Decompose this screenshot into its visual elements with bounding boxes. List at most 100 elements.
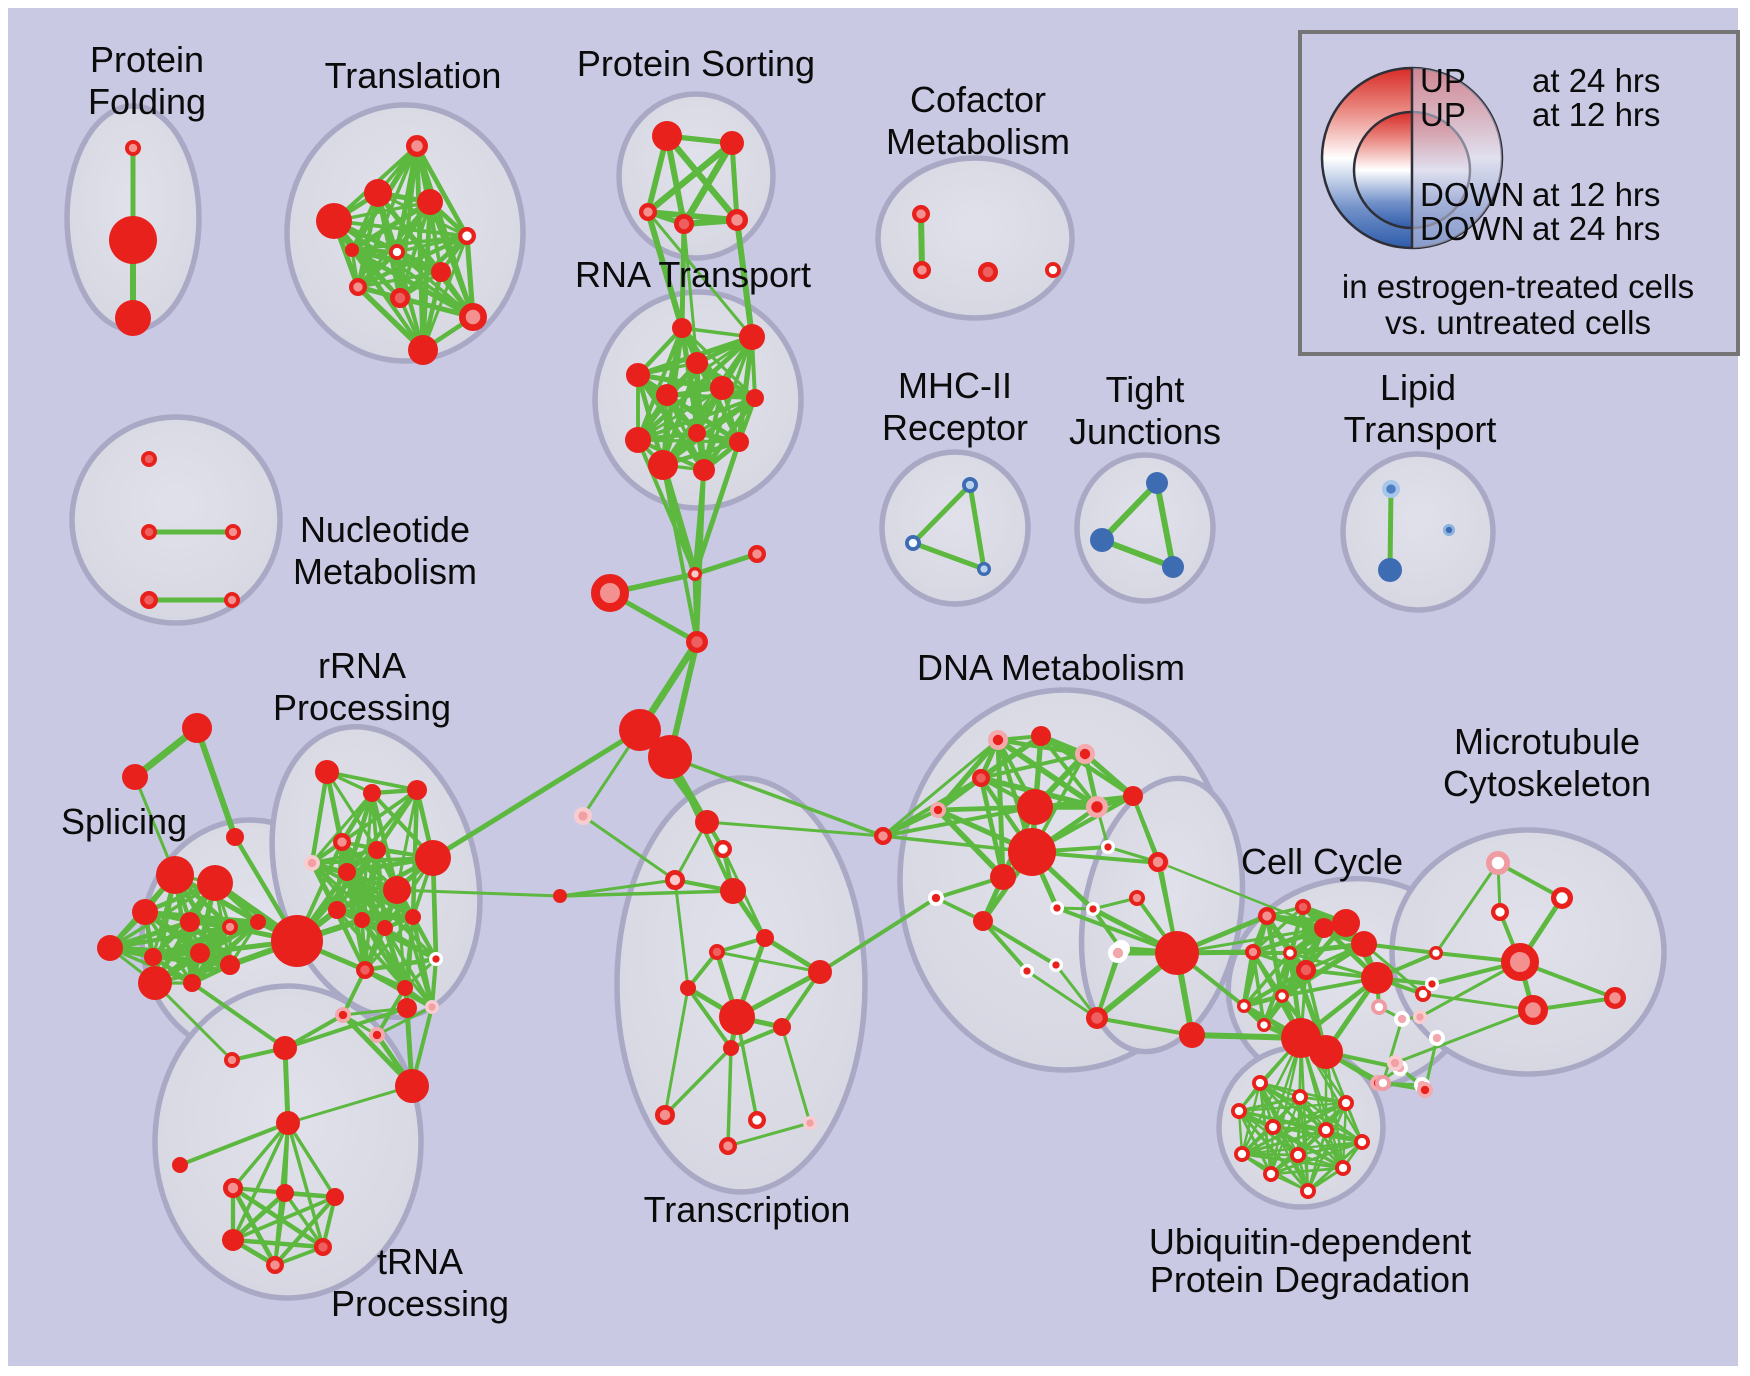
node-sp7 (190, 943, 210, 963)
edge-tr4-tr2 (283, 1006, 409, 1050)
legend-caption-1: vs. untreated cells (1385, 304, 1651, 341)
node-c3 (686, 631, 709, 654)
mesh-edge-trna-core (230, 1185, 278, 1268)
edge-tj0-tj2 (1154, 480, 1176, 570)
node-tr0 (335, 1006, 352, 1023)
node-cc15 (1394, 1010, 1411, 1027)
edge-m1-m2 (910, 540, 987, 572)
edge-dn13-dn18 (981, 919, 1029, 973)
node-x1 (553, 889, 567, 903)
node-cc13 (1309, 1035, 1343, 1069)
cluster-ellipse-nucleotide-metabolism (69, 414, 283, 626)
edge-c4-rr7 (430, 727, 643, 861)
node-rr2 (407, 780, 427, 800)
mesh-edge-ubiquitin (1237, 1109, 1364, 1144)
cluster-label-nucleotide-1: Nucleotide (300, 509, 470, 550)
mesh-edge-rrna-processing (360, 915, 415, 922)
node-rr14 (397, 980, 413, 996)
node-t8 (389, 287, 410, 308)
node-dn14 (1050, 900, 1065, 915)
node-tj0 (1146, 472, 1168, 494)
edge-tj0-tj1 (1099, 480, 1160, 543)
node-cc14 (1371, 998, 1388, 1015)
node-mc3 (1501, 943, 1539, 981)
mesh-edge-ubiquitin (1240, 1152, 1345, 1170)
node-t10 (408, 335, 438, 365)
node-cc16 (1415, 985, 1432, 1002)
cluster-label-ubiquitin-2: Protein Degradation (1150, 1259, 1470, 1300)
cluster-label-micro-1: Microtubule (1454, 721, 1640, 762)
node-m1 (904, 534, 921, 551)
node-mc5 (1604, 987, 1627, 1010)
node-tc1 (713, 839, 732, 858)
node-dn9 (990, 864, 1016, 890)
mesh-edge-protein-sorting (644, 139, 736, 216)
edge-cc13-u9 (1324, 1050, 1345, 1170)
edge-x0-tc2 (581, 814, 677, 882)
node-dn17 (1049, 957, 1064, 972)
node-mc1 (1551, 887, 1574, 910)
node-tb3 (802, 1116, 817, 1131)
node-u8 (1290, 1147, 1307, 1164)
node-cc17 (1429, 945, 1444, 960)
node-tr12 (314, 1238, 333, 1257)
node-tr7 (172, 1157, 188, 1173)
mesh-edge-rrna-processing (359, 917, 408, 991)
node-cc4 (1245, 943, 1262, 960)
legend-time-0: at 24 hrs (1532, 62, 1660, 99)
node-sp3 (180, 912, 200, 932)
node-n0 (140, 451, 157, 468)
node-rt9 (729, 432, 749, 452)
node-sp1 (197, 865, 233, 901)
node-x0 (573, 806, 592, 825)
edge-tl5-tl6 (729, 1025, 784, 1050)
cluster-label-cofactor-1: Cofactor (910, 79, 1046, 120)
node-rt11 (693, 459, 715, 481)
node-cc0 (1258, 906, 1277, 925)
cluster-label-dna: DNA Metabolism (917, 647, 1185, 688)
node-ps1 (720, 131, 744, 155)
mesh-edge-rrna-processing (374, 787, 420, 853)
node-tr4 (273, 1036, 297, 1060)
node-lb7 (1179, 1022, 1205, 1048)
edge-dn13-dn17 (981, 919, 1058, 967)
cluster-label-protein-folding-2: Folding (88, 81, 206, 122)
node-tr13 (266, 1256, 285, 1275)
node-u2 (1338, 1095, 1355, 1112)
node-mc0 (1486, 851, 1511, 876)
cluster-label-lipid-2: Transport (1344, 409, 1497, 450)
cluster-ellipse-lipid-transport (1340, 451, 1496, 613)
cluster-label-lipid-1: Lipid (1380, 367, 1456, 408)
node-cc1 (1295, 898, 1312, 915)
node-m2 (976, 561, 991, 576)
node-rr11 (377, 920, 393, 936)
node-dn4 (929, 801, 946, 818)
node-cf3 (1045, 262, 1062, 279)
edge-tl6-tb0 (663, 1046, 733, 1117)
node-u7 (1234, 1146, 1251, 1163)
mesh-edge-rna-transport (636, 438, 741, 444)
cluster-label-tight-2: Junctions (1069, 411, 1221, 452)
cluster-label-trna-2: Processing (331, 1283, 509, 1324)
mesh-edge-trna-core (230, 1190, 288, 1243)
edge-cc12-u9 (1299, 1036, 1345, 1170)
node-c5 (648, 735, 692, 779)
node-tj1 (1090, 528, 1114, 552)
node-d0 (873, 826, 892, 845)
legend-direction-3: DOWN (1420, 210, 1524, 247)
mesh-edge-dna-top (979, 752, 1087, 780)
edge-ps4-rt1 (734, 217, 755, 340)
node-dn8 (1008, 828, 1056, 876)
node-sp4 (221, 918, 238, 935)
node-u5 (1318, 1122, 1335, 1139)
node-rt5 (710, 376, 734, 400)
legend-direction-2: DOWN (1420, 176, 1524, 213)
node-n2 (224, 523, 241, 540)
mesh-edge-rrna-processing (325, 770, 419, 792)
node-sp5 (97, 935, 123, 961)
edge-tj1-tj2 (1099, 537, 1176, 570)
edge-tr6-tr10 (286, 1121, 337, 1199)
node-n4 (223, 591, 240, 608)
